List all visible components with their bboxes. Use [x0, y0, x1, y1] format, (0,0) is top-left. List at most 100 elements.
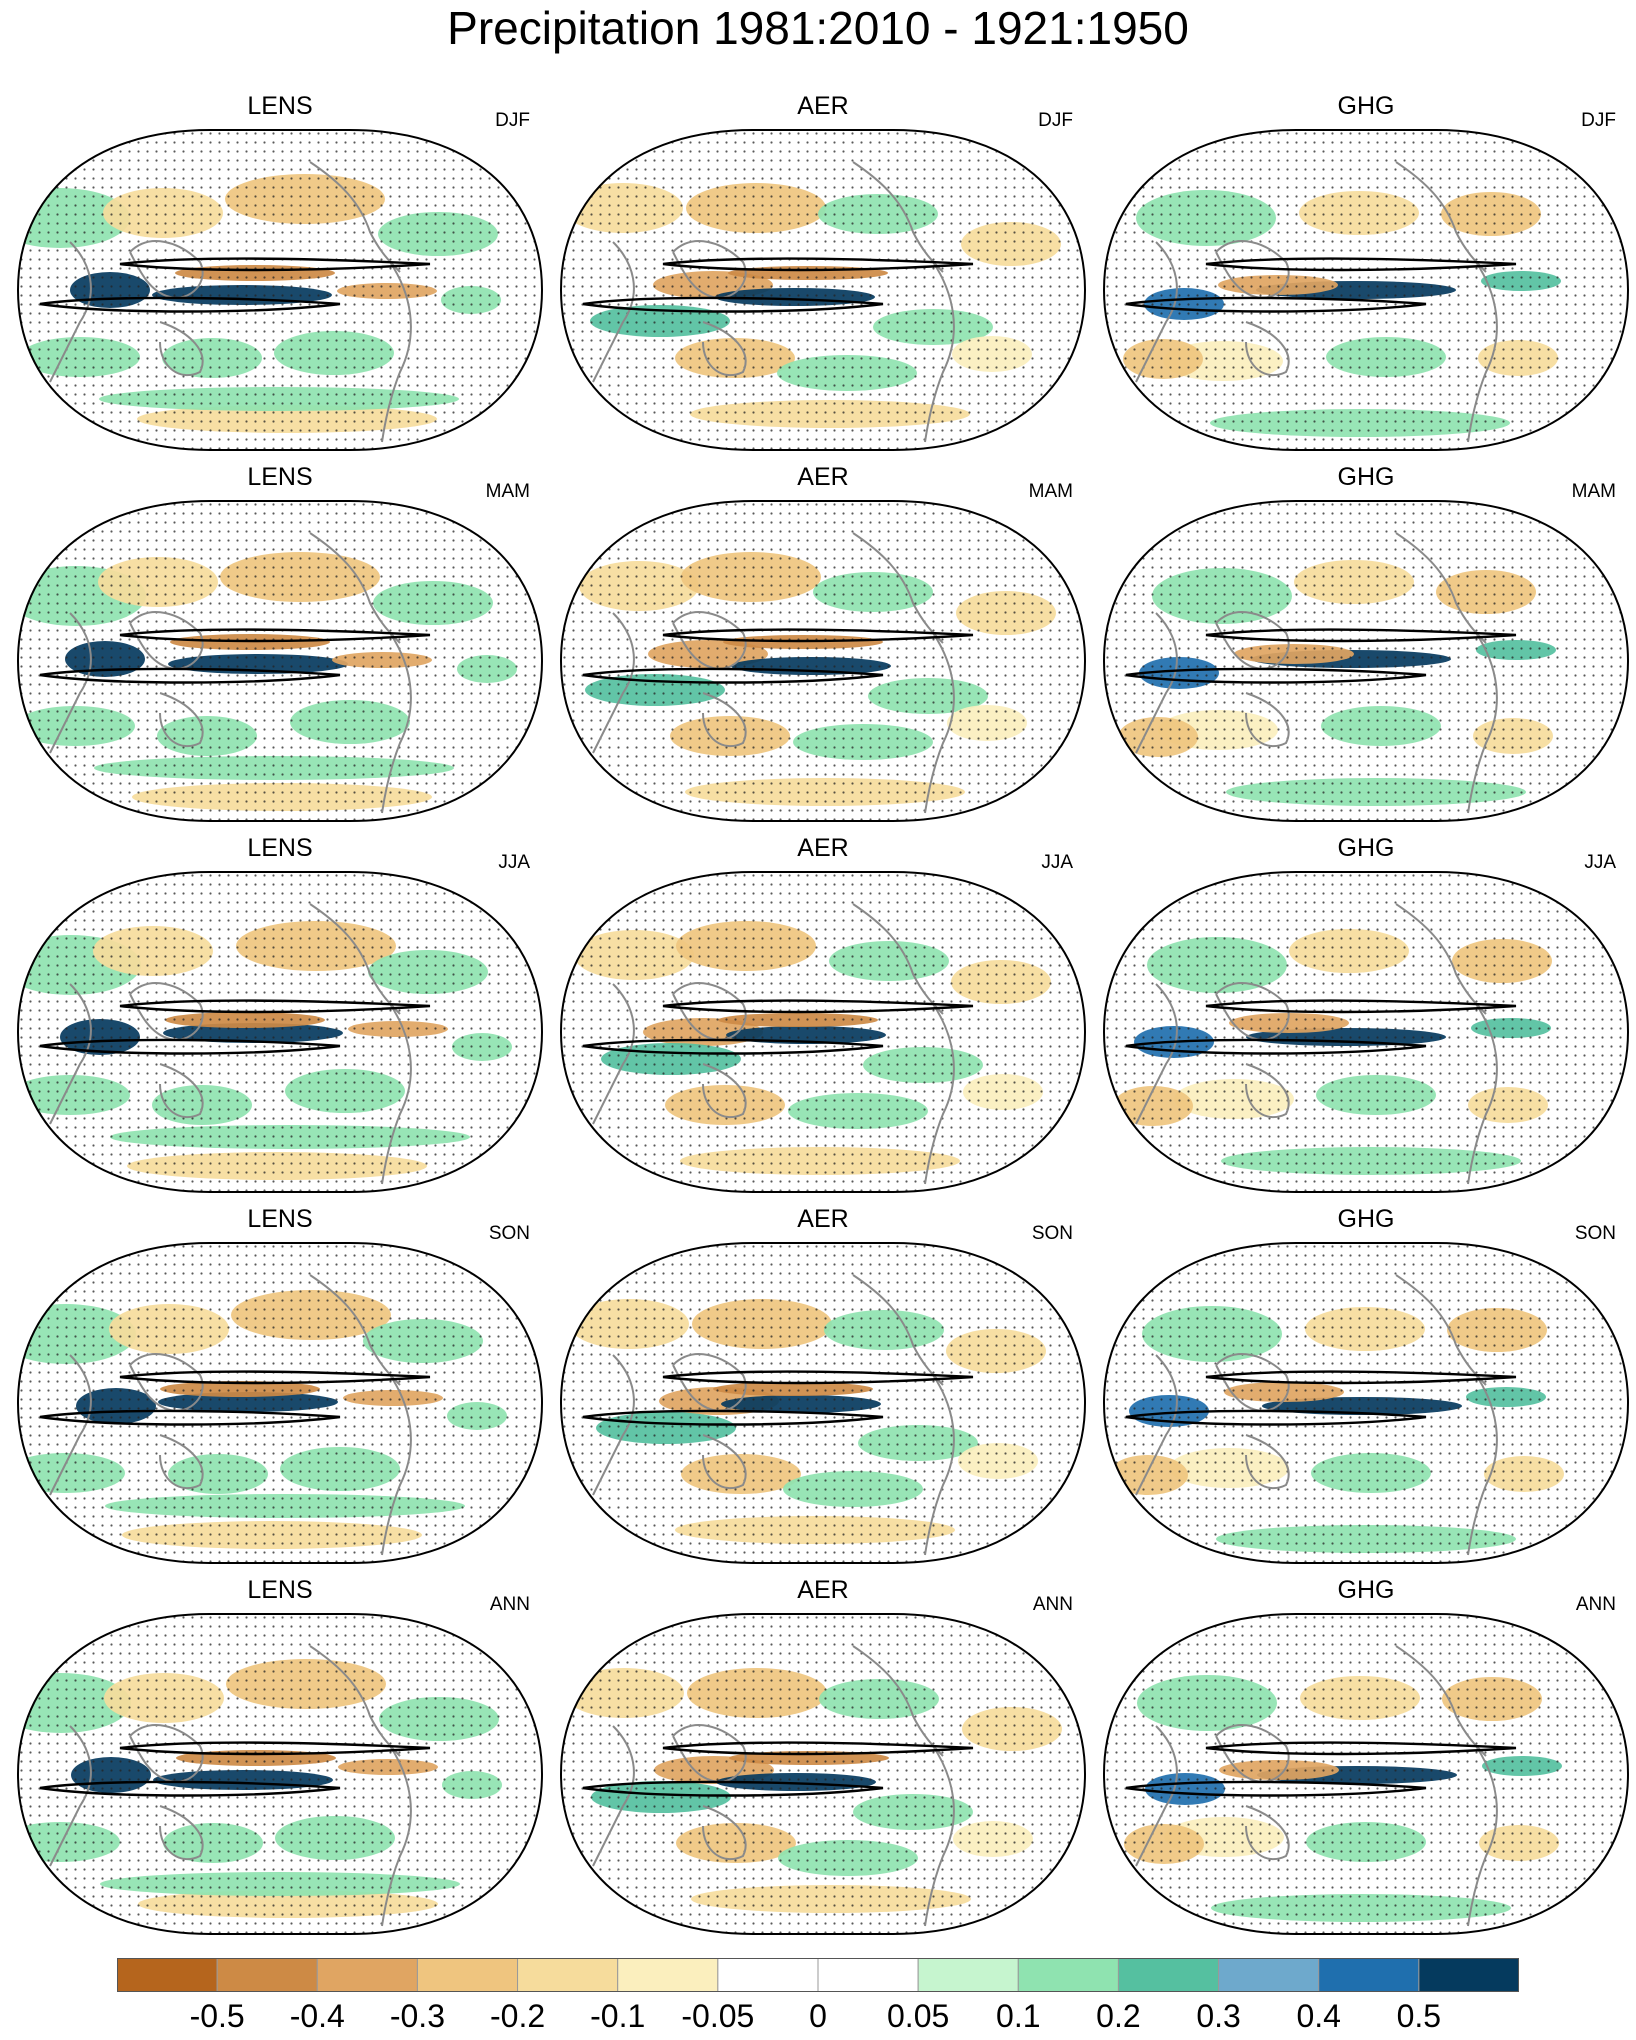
map-outline — [1102, 129, 1630, 451]
panel-experiment-label: LENS — [247, 834, 313, 862]
climatology-contours — [39, 257, 431, 313]
colorbar-swatch — [1017, 1958, 1119, 1992]
world-map — [16, 500, 544, 822]
climatology-contours — [39, 1370, 431, 1426]
significance-stippling — [1104, 501, 1628, 821]
colorbar-tick-label: 0.5 — [1396, 1998, 1442, 2034]
significance-stippling — [561, 1243, 1085, 1563]
colorbar — [117, 1958, 1519, 1992]
panel-season-label: MAM — [1028, 481, 1073, 502]
colorbar-swatch — [1218, 1958, 1320, 1992]
map-panel: LENS JJA — [10, 828, 550, 1200]
climatology-contours — [1125, 628, 1517, 684]
map-panel: AER JJA — [553, 828, 1093, 1200]
panel-experiment-label: LENS — [247, 1576, 313, 1604]
coastlines — [49, 532, 412, 814]
significance-stippling — [561, 872, 1085, 1192]
significance-stippling — [18, 872, 542, 1192]
coastlines — [49, 903, 412, 1185]
climatology-contours — [582, 1741, 974, 1797]
map-outline — [559, 871, 1087, 1193]
world-map — [559, 500, 1087, 822]
map-panel: LENS SON — [10, 1199, 550, 1571]
colorbar-swatch — [316, 1958, 418, 1992]
panel-season-label: DJF — [495, 110, 530, 131]
panel-experiment-label: GHG — [1337, 1576, 1395, 1604]
significance-stippling — [561, 501, 1085, 821]
panel-experiment-label: GHG — [1337, 463, 1395, 491]
colorbar-tick-label: -0.5 — [189, 1998, 245, 2034]
world-map — [559, 1613, 1087, 1935]
colorbar-tick-label: -0.3 — [389, 1998, 445, 2034]
climatology-contours — [1125, 1741, 1517, 1797]
panel-experiment-label: AER — [797, 463, 849, 491]
map-panel: AER DJF — [553, 86, 1093, 458]
coastlines — [1135, 903, 1498, 1185]
climatology-contours — [39, 999, 431, 1055]
significance-stippling — [18, 1243, 542, 1563]
colorbar-tick-label: 0.05 — [887, 1998, 950, 2034]
world-map — [559, 1242, 1087, 1564]
colorbar-swatch — [1117, 1958, 1220, 1992]
panel-season-label: JJA — [498, 852, 530, 873]
climatology-contours — [1125, 999, 1517, 1055]
map-outline — [16, 1613, 544, 1935]
colorbar-tick-label: -0.4 — [289, 1998, 345, 2034]
map-outline — [16, 129, 544, 451]
colorbar-tick-label: 0.2 — [1096, 1998, 1141, 2034]
map-panel: LENS MAM — [10, 457, 550, 829]
significance-stippling — [18, 130, 542, 450]
significance-stippling — [561, 130, 1085, 450]
panel-season-label: SON — [1574, 1223, 1616, 1244]
significance-stippling — [1104, 1614, 1628, 1934]
panel-experiment-label: LENS — [247, 1205, 313, 1233]
coastlines — [592, 903, 955, 1185]
panel-experiment-label: LENS — [247, 92, 313, 120]
world-map — [559, 129, 1087, 451]
colorbar-swatch — [216, 1958, 318, 1992]
map-outline — [1102, 871, 1630, 1193]
map-panel: GHG ANN — [1096, 1570, 1636, 1942]
colorbar-swatch — [617, 1958, 719, 1992]
panel-season-label: SON — [1031, 1223, 1073, 1244]
climatology-contours — [39, 1741, 431, 1797]
world-map — [559, 871, 1087, 1193]
map-panel: AER SON — [553, 1199, 1093, 1571]
world-map — [16, 1613, 544, 1935]
map-outline — [1102, 1613, 1630, 1935]
colorbar-tick-label: 0 — [809, 1998, 827, 2034]
colorbar-swatch — [917, 1958, 1019, 1992]
climatology-contours — [582, 999, 974, 1055]
map-outline — [1102, 1242, 1630, 1564]
world-map — [1102, 500, 1630, 822]
panel-experiment-label: AER — [797, 92, 849, 120]
climatology-contours — [39, 628, 431, 684]
world-map — [1102, 1613, 1630, 1935]
panel-experiment-label: AER — [797, 1205, 849, 1233]
world-map — [16, 129, 544, 451]
panel-season-label: MAM — [485, 481, 530, 502]
panel-season-label: DJF — [1581, 110, 1616, 131]
panel-experiment-label: AER — [797, 1576, 849, 1604]
map-panel: GHG MAM — [1096, 457, 1636, 829]
map-panel: LENS DJF — [10, 86, 550, 458]
climatology-contours — [582, 628, 974, 684]
map-outline — [559, 1242, 1087, 1564]
panel-experiment-label: GHG — [1337, 834, 1395, 862]
panel-season-label: SON — [488, 1223, 530, 1244]
colorbar-tick-label: 0.3 — [1196, 1998, 1241, 2034]
map-panel: AER ANN — [553, 1570, 1093, 1942]
colorbar-tick-label: -0.2 — [489, 1998, 546, 2034]
significance-stippling — [561, 1614, 1085, 1934]
colorbar-tick-label: 0.1 — [996, 1998, 1041, 2034]
figure-title: Precipitation 1981:2010 - 1921:1950 — [447, 2, 1189, 54]
panel-experiment-label: AER — [797, 834, 849, 862]
panel-season-label: ANN — [1575, 1594, 1616, 1615]
map-panel: GHG DJF — [1096, 86, 1636, 458]
colorbar-tick-label: -0.05 — [681, 1998, 755, 2034]
map-outline — [559, 1613, 1087, 1935]
world-map — [1102, 1242, 1630, 1564]
climatology-contours — [582, 257, 974, 313]
colorbar-swatch — [416, 1958, 519, 1992]
climatology-contours — [582, 1370, 974, 1426]
